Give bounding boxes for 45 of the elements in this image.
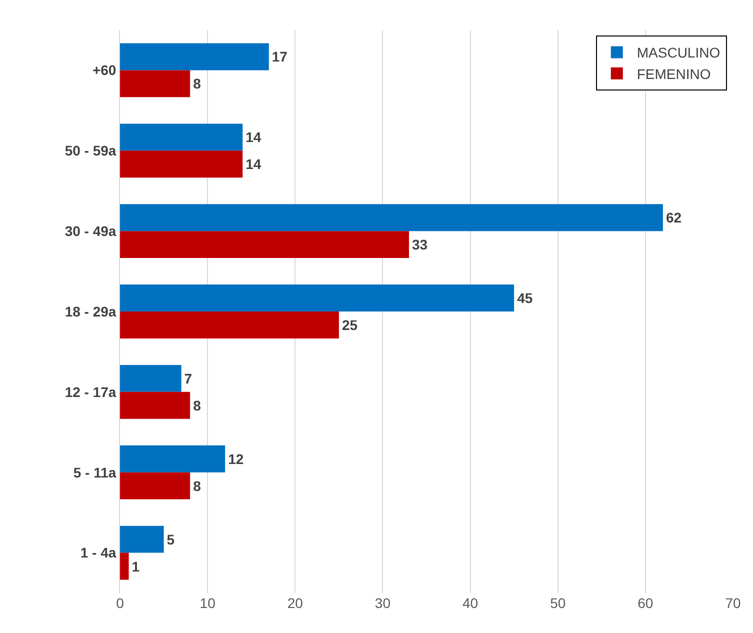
data-label: 14 (246, 156, 262, 172)
y-tick-label: 18 - 29a (64, 303, 116, 320)
bar (120, 526, 164, 553)
x-tick-label: 60 (638, 595, 654, 611)
y-tick-label: 50 - 59a (64, 142, 116, 159)
bar (120, 231, 409, 258)
data-label: 12 (228, 450, 244, 467)
data-label: 45 (517, 290, 533, 306)
x-tick-label: 70 (725, 595, 741, 611)
bar (120, 392, 190, 419)
data-label: 8 (193, 397, 202, 414)
x-tick-label: 40 (462, 595, 478, 611)
y-tick-label: 1 - 4a (80, 544, 116, 561)
bar (120, 364, 182, 392)
data-label: 8 (193, 76, 202, 92)
x-tick-label: 30 (374, 595, 391, 611)
x-tick-label: 20 (287, 595, 304, 611)
bar (120, 312, 339, 338)
data-label: 33 (412, 236, 428, 253)
x-tick-label: 0 (116, 595, 124, 611)
bar (120, 445, 226, 472)
legend-label: MASCULINO (636, 44, 720, 61)
y-tick-label: 12 - 17a (64, 384, 116, 400)
bar (120, 43, 269, 70)
y-tick-label: +60 (92, 62, 116, 78)
data-label: 1 (132, 558, 140, 574)
y-tick-label: 30 - 49a (64, 222, 116, 239)
legend-label: FEMENINO (636, 66, 711, 82)
bar (120, 204, 663, 232)
bar (120, 70, 190, 98)
bar (120, 124, 243, 151)
data-label: 8 (193, 478, 202, 494)
data-label: 7 (184, 370, 192, 386)
data-label: 14 (246, 129, 262, 146)
data-label: 5 (166, 531, 175, 548)
bar (120, 472, 190, 500)
bar (120, 150, 243, 178)
data-label: 62 (666, 210, 682, 226)
bar (120, 552, 129, 580)
y-tick-label: 5 - 11a (73, 464, 116, 480)
x-tick-label: 10 (200, 595, 216, 611)
x-tick-label: 50 (550, 595, 566, 611)
data-label: 17 (272, 48, 288, 65)
bar (120, 284, 514, 312)
data-label: 25 (342, 316, 358, 333)
